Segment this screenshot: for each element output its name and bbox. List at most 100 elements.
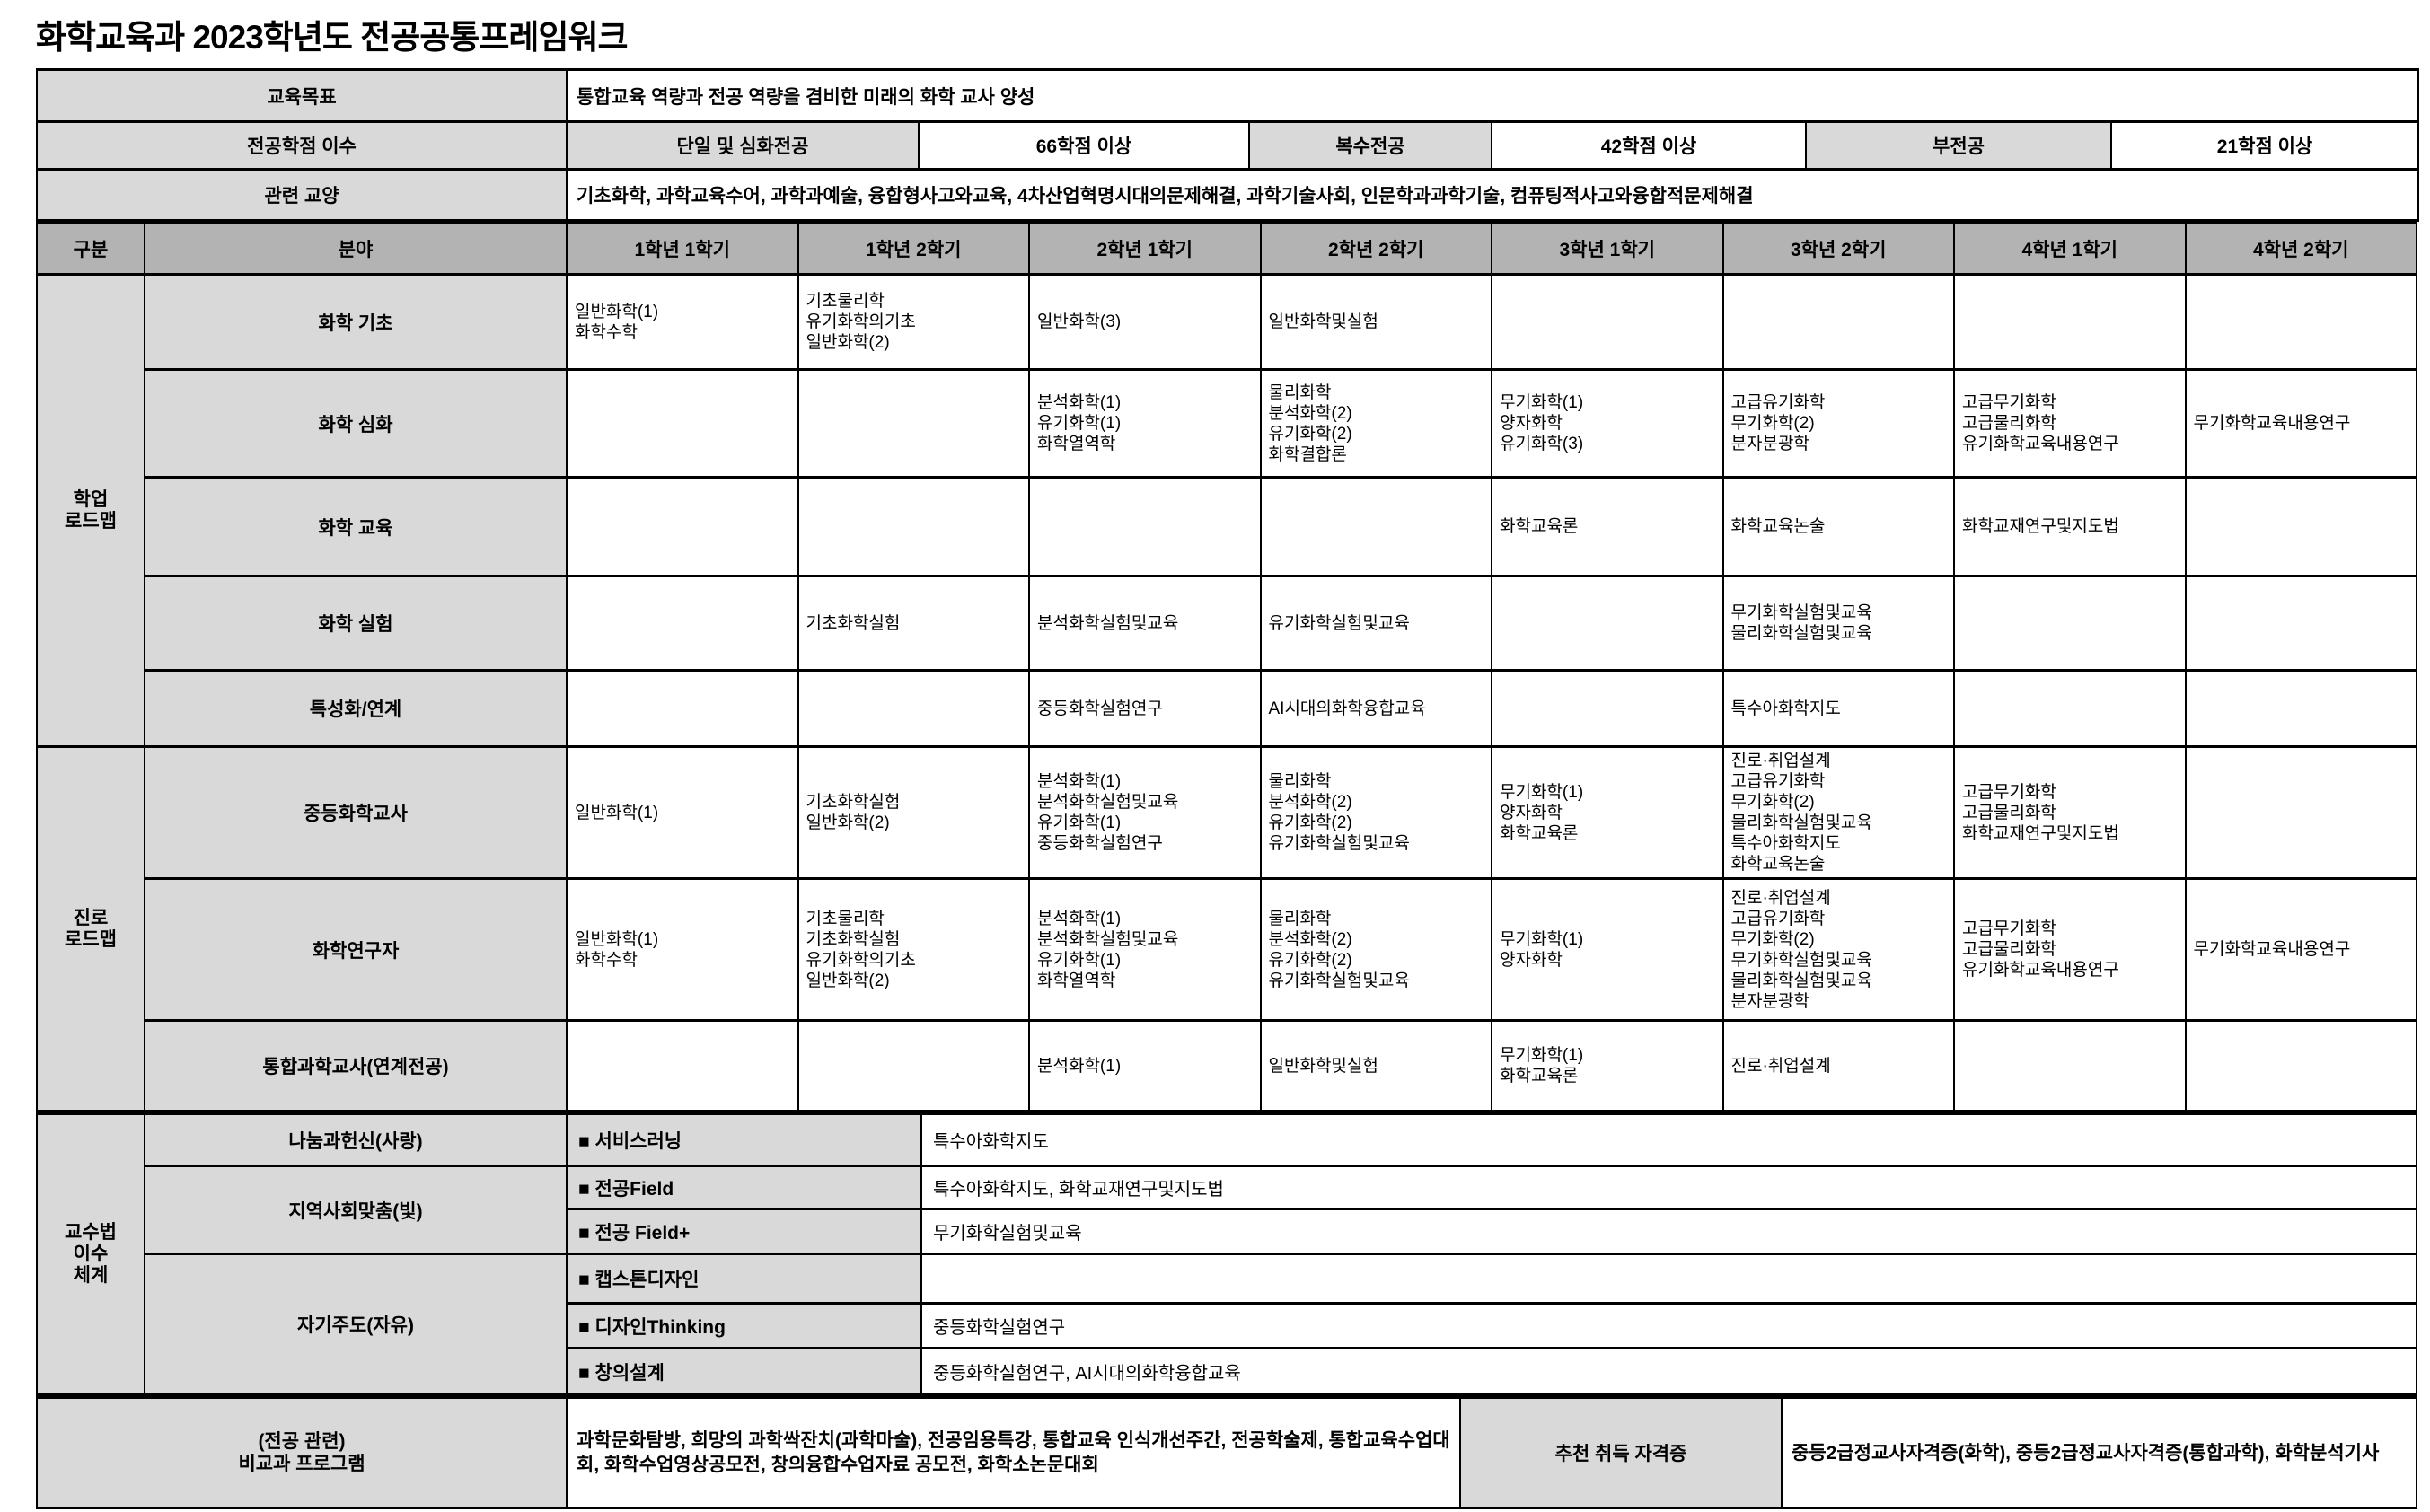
category-cell: 화학 교육 bbox=[144, 476, 568, 577]
category-cell: 통합과학교사(연계전공) bbox=[144, 1019, 568, 1112]
course-cell bbox=[566, 368, 799, 479]
liberal-arts-row: 관련 교양 기초화학, 과학교육수어, 과학과예술, 융합형사고와교육, 4차산… bbox=[36, 168, 2420, 222]
method-service-learning: ■ 서비스러닝 bbox=[566, 1112, 922, 1167]
grid-row: 화학 심화 분석화학(1) 유기화학(1) 화학열역학 물리화학 분석화학(2) 유… bbox=[37, 368, 2417, 479]
method-row: 교수법 이수 체계 나눔과헌신(사랑) ■ 서비스러닝 특수아화학지도 bbox=[36, 1112, 2417, 1396]
liberal-arts-value: 기초화학, 과학교육수어, 과학과예술, 융합형사고와교육, 4차산업혁명시대의… bbox=[565, 168, 2420, 222]
course-cell: 중등화학실험연구 bbox=[1028, 669, 1262, 748]
course-cell bbox=[566, 1019, 799, 1112]
course-cell bbox=[1491, 273, 1724, 371]
method-major-field-value: 특수아화학지도, 화학교재연구및지도법 bbox=[920, 1165, 2417, 1210]
course-cell: 진로·취업설계 고급유기화학 무기화학(2) 무기화학실험및교육 물리화학실험및… bbox=[1721, 877, 1955, 1022]
major-credits-label: 전공학점 이수 bbox=[36, 120, 568, 171]
method-creative-design: ■ 창의설계 bbox=[566, 1347, 922, 1396]
course-cell: 진로·취업설계 bbox=[1721, 1019, 1955, 1112]
semester-header: 2학년 2학기 bbox=[1259, 222, 1492, 276]
course-cell: 특수아화학지도 bbox=[1721, 669, 1955, 748]
course-cell bbox=[566, 669, 799, 748]
teaching-method-group-cell: 교수법 이수 체계 bbox=[36, 1112, 145, 1396]
course-cell: 화학교육논술 bbox=[1721, 476, 1955, 577]
group-cell: 진로 로드맵 bbox=[36, 745, 145, 1112]
course-cell bbox=[1491, 669, 1724, 748]
course-cell bbox=[2184, 745, 2417, 880]
course-cell bbox=[1953, 575, 2187, 672]
course-cell: 기초물리학 기초화학실험 유기화학의기초 일반화학(2) bbox=[797, 877, 1030, 1022]
extracurricular-label: (전공 관련) 비교과 프로그램 bbox=[36, 1396, 568, 1509]
grid-header-row: 구분 분야 1학년 1학기 1학년 2학기 2학년 1학기 2학년 2학기 3학년 1학기 3… bbox=[36, 222, 2417, 276]
category-sharing: 나눔과헌신(사랑) bbox=[144, 1112, 568, 1167]
course-cell: 일반화학및실험 bbox=[1259, 273, 1492, 371]
course-cell: 기초화학실험 bbox=[797, 575, 1030, 672]
method-row: ■ 디자인Thinking 중등화학실험연구 bbox=[37, 1302, 2417, 1349]
grid-row: 화학연구자 일반화학(1) 화학수학 기초물리학 기초화학실험 유기화학의기초 일반… bbox=[37, 877, 2417, 1022]
course-cell: 무기화학교육내용연구 bbox=[2184, 877, 2417, 1022]
course-cell bbox=[1953, 1019, 2187, 1112]
grid-row: 특성화/연계 중등화학실험연구 AI시대의화학융합교육 특수아화학지도 bbox=[37, 669, 2417, 748]
course-cell: 고급무기화학 고급물리화학 유기화학교육내용연구 bbox=[1953, 368, 2187, 479]
page-title: 화학교육과 2023학년도 전공공통프레임워크 bbox=[36, 19, 629, 56]
course-cell: 일반화학(1) bbox=[566, 745, 799, 880]
grid-row: 진로 로드맵 중등화학교사 일반화학(1) 기초화학실험 일반화학(2) 분석화학(1)… bbox=[36, 745, 2417, 1112]
teaching-method-table: 교수법 이수 체계 나눔과헌신(사랑) ■ 서비스러닝 특수아화학지도 지역사회… bbox=[36, 1112, 2417, 1396]
semester-header: 1학년 2학기 bbox=[797, 222, 1030, 276]
minor-credits: 21학점 이상 bbox=[2109, 120, 2420, 171]
course-cell: 무기화학(1) 양자화학 유기화학(3) bbox=[1491, 368, 1724, 479]
course-cell: 분석화학(1) 유기화학(1) 화학열역학 bbox=[1028, 368, 1262, 479]
extracurricular-table: (전공 관련) 비교과 프로그램 과학문화탐방, 희망의 과학싹잔치(과학마술)… bbox=[36, 1396, 2417, 1509]
recommended-certificates-label: 추천 취득 자격증 bbox=[1459, 1396, 1783, 1509]
method-row: ■ 창의설계 중등화학실험연구, AI시대의화학융합교육 bbox=[37, 1347, 2417, 1396]
method-design-thinking-value: 중등화학실험연구 bbox=[920, 1302, 2417, 1349]
course-cell: 무기화학실험및교육 물리화학실험및교육 bbox=[1721, 575, 1955, 672]
course-cell: 고급무기화학 고급물리화학 유기화학교육내용연구 bbox=[1953, 877, 2187, 1022]
education-goal-value: 통합교육 역량과 전공 역량을 겸비한 미래의 화학 교사 양성 bbox=[565, 68, 2420, 123]
course-cell bbox=[1259, 476, 1492, 577]
top-info-table: 교육목표 통합교육 역량과 전공 역량을 겸비한 미래의 화학 교사 양성 전공… bbox=[36, 68, 2420, 222]
semester-header: 4학년 2학기 bbox=[2184, 222, 2417, 276]
course-cell bbox=[1953, 669, 2187, 748]
course-cell: 일반화학및실험 bbox=[1259, 1019, 1492, 1112]
course-cell: 물리화학 분석화학(2) 유기화학(2) 유기화학실험및교육 bbox=[1259, 877, 1492, 1022]
course-cell: 물리화학 분석화학(2) 유기화학(2) 화학결합론 bbox=[1259, 368, 1492, 479]
course-cell: 분석화학(1) bbox=[1028, 1019, 1262, 1112]
course-cell: 일반화학(3) bbox=[1028, 273, 1262, 371]
category-cell: 화학연구자 bbox=[144, 877, 568, 1022]
course-cell bbox=[797, 1019, 1030, 1112]
category-cell: 화학 실험 bbox=[144, 575, 568, 672]
grid-header-gubun: 구분 bbox=[36, 222, 145, 276]
method-row: ■ 전공 Field+ 무기화학실험및교육 bbox=[37, 1208, 2417, 1255]
grid-row: 통합과학교사(연계전공) 분석화학(1) 일반화학및실험 무기화학(1) 화학교육론 진… bbox=[37, 1019, 2417, 1112]
semester-header: 1학년 1학기 bbox=[566, 222, 799, 276]
course-cell: 무기화학(1) 양자화학 화학교육론 bbox=[1491, 745, 1724, 880]
method-row: 지역사회맞춤(빛) ■ 전공Field 특수아화학지도, 화학교재연구및지도법 bbox=[37, 1165, 2417, 1255]
group-cell: 학업 로드맵 bbox=[36, 273, 145, 748]
category-self-directed: 자기주도(자유) bbox=[144, 1253, 568, 1396]
grid-row: 학업 로드맵 화학 기초 일반화학(1) 화학수학 기초물리학 유기화학의기초 일반화… bbox=[36, 273, 2417, 748]
method-creative-design-value: 중등화학실험연구, AI시대의화학융합교육 bbox=[920, 1347, 2417, 1396]
course-cell: 분석화학(1) 분석화학실험및교육 유기화학(1) 중등화학실험연구 bbox=[1028, 745, 1262, 880]
course-cell: 화학교재연구및지도법 bbox=[1953, 476, 2187, 577]
course-cell bbox=[797, 368, 1030, 479]
semester-header: 2학년 1학기 bbox=[1028, 222, 1262, 276]
grid-header-bunya: 분야 bbox=[144, 222, 568, 276]
single-major-label: 단일 및 심화전공 bbox=[566, 120, 920, 171]
category-cell: 특성화/연계 bbox=[144, 669, 568, 748]
course-cell: 물리화학 분석화학(2) 유기화학(2) 유기화학실험및교육 bbox=[1259, 745, 1492, 880]
course-cell bbox=[1491, 575, 1724, 672]
course-cell: 일반화학(1) 화학수학 bbox=[566, 877, 799, 1022]
double-major-label: 복수전공 bbox=[1248, 120, 1492, 171]
course-cell: 무기화학(1) 화학교육론 bbox=[1491, 1019, 1724, 1112]
education-goal-label: 교육목표 bbox=[36, 68, 568, 123]
course-cell: 일반화학(1) 화학수학 bbox=[566, 273, 799, 371]
course-cell bbox=[2184, 273, 2417, 371]
recommended-certificates-value: 중등2급정교사자격증(화학), 중등2급정교사자격증(통합과학), 화학분석기사 bbox=[1781, 1396, 2417, 1509]
semester-header: 3학년 1학기 bbox=[1491, 222, 1724, 276]
course-cell bbox=[1721, 273, 1955, 371]
course-cell bbox=[2184, 669, 2417, 748]
method-capstone-design-value bbox=[920, 1253, 2417, 1305]
category-cell: 화학 심화 bbox=[144, 368, 568, 479]
course-cell bbox=[1953, 273, 2187, 371]
grid-row: 화학 교육 화학교육론 화학교육논술 화학교재연구및지도법 bbox=[37, 476, 2417, 577]
curriculum-grid: 구분 분야 1학년 1학기 1학년 2학기 2학년 1학기 2학년 2학기 3학년 1학기 3… bbox=[36, 222, 2417, 1112]
method-major-field-plus: ■ 전공 Field+ bbox=[566, 1208, 922, 1255]
